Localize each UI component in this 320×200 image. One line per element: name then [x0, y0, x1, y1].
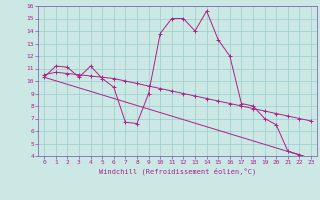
- X-axis label: Windchill (Refroidissement éolien,°C): Windchill (Refroidissement éolien,°C): [99, 168, 256, 175]
